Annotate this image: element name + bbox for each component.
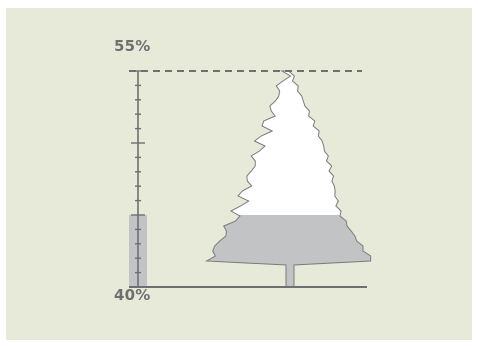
y-axis-max-label: 55%	[114, 37, 151, 55]
y-axis-min-label: 40%	[114, 286, 151, 304]
tree-icon	[204, 70, 372, 288]
y-axis	[129, 70, 367, 288]
chart-panel	[6, 8, 472, 340]
